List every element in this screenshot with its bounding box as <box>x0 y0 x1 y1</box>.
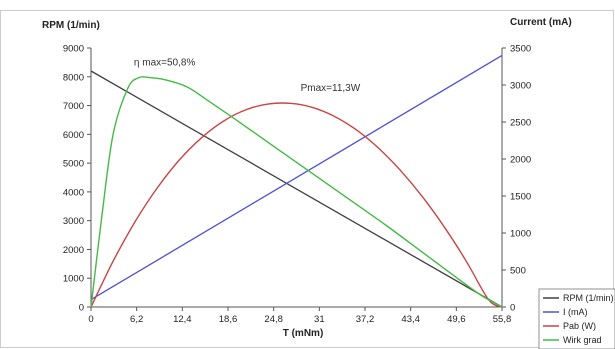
y-left-axis-title: RPM (1/min) <box>42 20 100 31</box>
x-tick-label: 24,8 <box>264 314 283 325</box>
y-right-tick-label: 2500 <box>510 118 531 129</box>
y-left-tick-label: 9000 <box>63 44 84 55</box>
y-right-tick-label: 3500 <box>510 44 531 55</box>
x-tick-label: 37,2 <box>356 314 375 325</box>
x-tick-label: 49,6 <box>447 314 466 325</box>
y-left-tick-label: 8000 <box>63 72 84 83</box>
y-left-tick-label: 0 <box>79 303 84 314</box>
series-line <box>90 76 503 308</box>
x-axis-title: T (mNm) <box>283 328 324 339</box>
y-right-tick-label: 1500 <box>510 192 531 203</box>
series-line <box>90 54 503 301</box>
y-right-axis-title: Current (mA) <box>510 17 572 28</box>
axes: 0100020003000400050006000700080009000050… <box>63 44 531 326</box>
y-left-tick-label: 7000 <box>63 101 84 112</box>
legend-box <box>538 288 615 349</box>
y-right-tick-label: 500 <box>510 266 526 277</box>
y-left-tick-label: 6000 <box>63 130 84 141</box>
series-line <box>90 102 503 308</box>
chart-frame <box>0 10 614 348</box>
annotation-label: η max=50,8% <box>134 57 196 68</box>
x-tick-label: 6,2 <box>130 314 143 325</box>
annotations: η max=50,8% Pmax=11,3W <box>134 57 361 94</box>
y-left-tick-label: 3000 <box>63 216 84 227</box>
y-right-tick-label: 0 <box>510 303 515 314</box>
legend-label: RPM (1/min) <box>563 293 614 303</box>
x-tick-label: 0 <box>88 314 93 325</box>
legend-label: I (mA) <box>563 307 588 317</box>
series-line <box>90 70 503 308</box>
annotation-label: Pmax=11,3W <box>301 83 361 94</box>
y-left-tick-label: 4000 <box>63 187 84 198</box>
series-group <box>90 54 503 308</box>
x-tick-label: 31 <box>314 314 325 325</box>
x-tick-label: 55,8 <box>493 314 512 325</box>
y-left-tick-label: 5000 <box>63 159 84 170</box>
x-tick-label: 12,4 <box>173 314 192 325</box>
x-tick-label: 18,6 <box>219 314 238 325</box>
legend-label: Wirk grad <box>563 335 602 345</box>
legend-label: Pab (W) <box>563 321 596 331</box>
y-right-tick-label: 2000 <box>510 155 531 166</box>
y-left-tick-label: 1000 <box>63 274 84 285</box>
y-left-tick-label: 2000 <box>63 245 84 256</box>
y-right-tick-label: 3000 <box>510 81 531 92</box>
y-right-tick-label: 1000 <box>510 229 531 240</box>
legend: RPM (1/min) I (mA) Pab (W) Wirk grad <box>538 288 615 349</box>
x-tick-label: 43,4 <box>401 314 420 325</box>
